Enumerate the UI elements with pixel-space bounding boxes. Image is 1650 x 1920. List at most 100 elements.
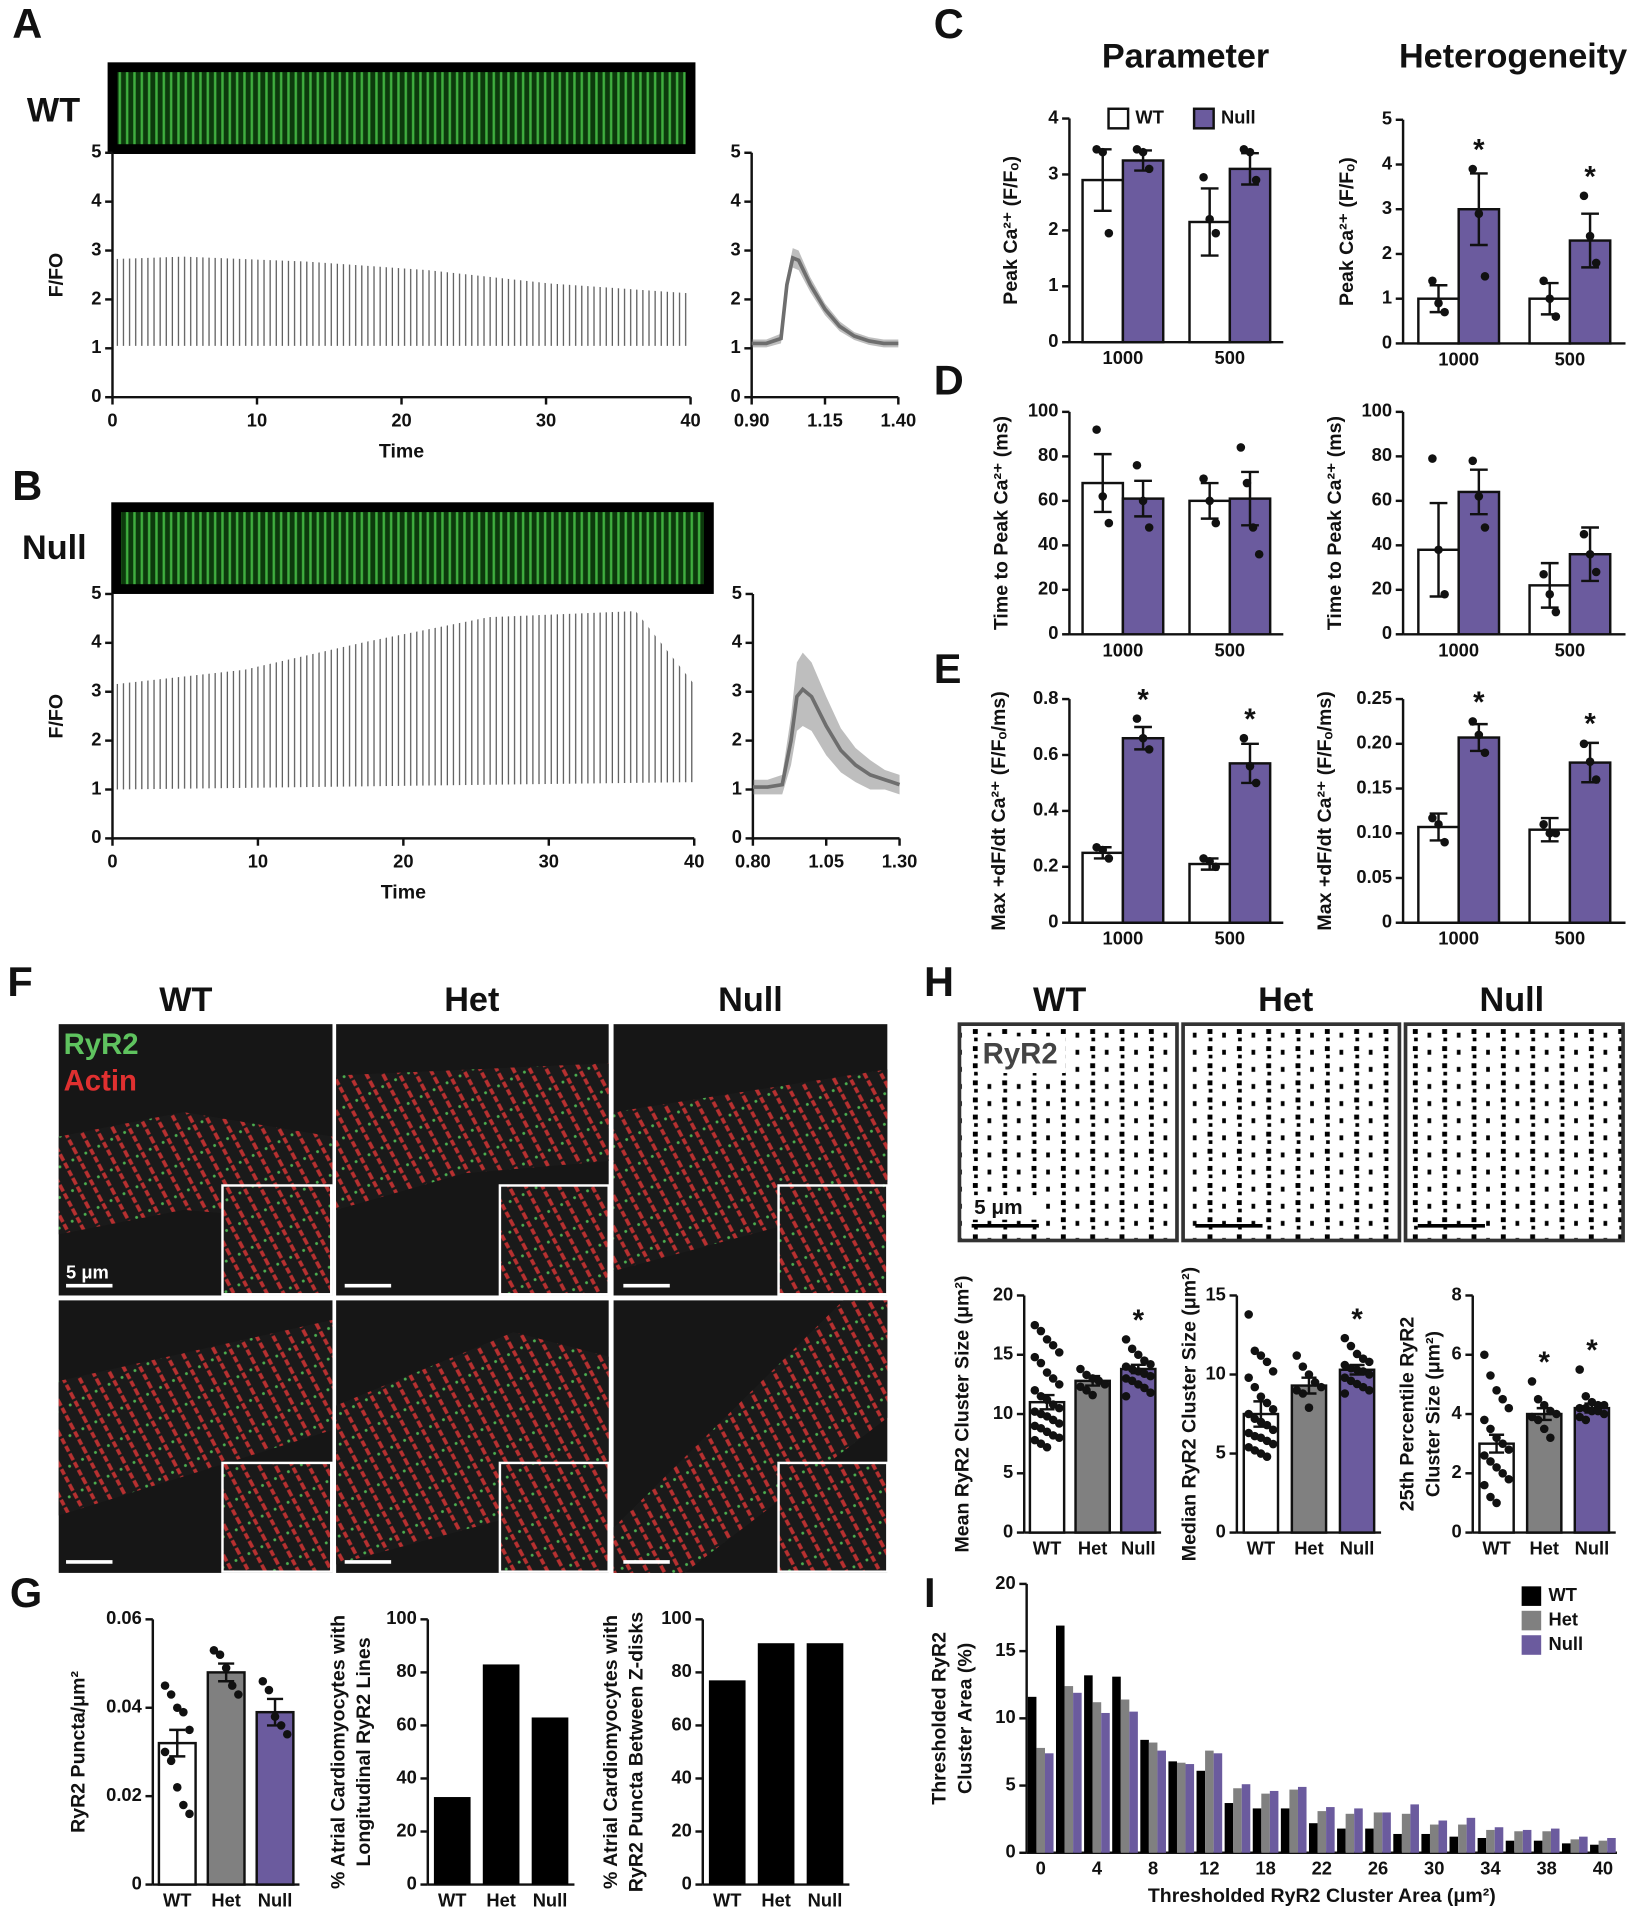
data-point [1256, 1392, 1266, 1401]
bar [1121, 736, 1165, 924]
bar [1410, 1804, 1419, 1853]
data-point [1104, 228, 1114, 238]
x-tick-label: 0 [107, 409, 117, 430]
y-tick-label: 100 [1361, 400, 1392, 421]
data-point [1581, 1415, 1591, 1425]
data-point [1579, 191, 1589, 201]
x-tick-label: 38 [1536, 1858, 1556, 1879]
bar [1568, 239, 1612, 345]
data-point [1474, 492, 1484, 501]
mean-trace [752, 686, 901, 789]
data-point [1100, 1380, 1110, 1389]
bar [1522, 1829, 1532, 1853]
bar [708, 1680, 746, 1885]
y-tick-label: 2 [91, 287, 101, 308]
column-header: Null [1480, 981, 1545, 1019]
data-point [209, 1646, 219, 1655]
data-point [1248, 523, 1258, 532]
data-point [215, 1650, 225, 1659]
error-bar [1469, 468, 1488, 516]
x-tick-label: 500 [1555, 348, 1586, 369]
y-tick-label: 4 [91, 189, 102, 210]
data-point [1492, 1498, 1501, 1508]
y-tick-label: 10 [993, 1402, 1013, 1423]
bar [1542, 1831, 1551, 1853]
data-point [1474, 209, 1484, 218]
column-header: Parameter [1102, 38, 1269, 76]
x-tick-label: 1.15 [807, 409, 843, 430]
data-point [1205, 214, 1214, 224]
data-point [1498, 1469, 1507, 1478]
y-tick-label: 0 [732, 826, 742, 847]
data-point [1364, 1357, 1374, 1367]
bar [1064, 1686, 1074, 1853]
inset [777, 1184, 889, 1296]
bar [1188, 499, 1232, 636]
data-point [1146, 1371, 1155, 1381]
y-axis-label: Mean RyR2 Cluster Size (μm²) [951, 1276, 973, 1553]
y-tick-label: 2 [730, 287, 740, 308]
y-tick-label: 15 [993, 1343, 1013, 1364]
data-point [1591, 567, 1601, 577]
data-point [1575, 1403, 1584, 1413]
significance-mark: * [1584, 708, 1596, 741]
data-point [1146, 1359, 1155, 1369]
data-point [1492, 1386, 1501, 1395]
raw-trace [112, 256, 691, 346]
y-tick-label: 2 [91, 728, 101, 749]
data-point [185, 1725, 194, 1735]
x-tick-label: WT [438, 1890, 466, 1911]
data-point [1298, 1389, 1308, 1398]
panel-label: C [934, 0, 964, 47]
y-tick-label: 0.20 [1356, 732, 1392, 753]
y-axis-label: Max +dF/dt Ca²⁺ (F/Fₒ/ms) [988, 691, 1010, 930]
y-tick-label: 2 [1382, 242, 1392, 263]
data-point [1498, 1394, 1507, 1404]
bar [1326, 1807, 1335, 1853]
line-scan-image [111, 502, 714, 594]
cell [613, 1300, 888, 1573]
column-header: Null [718, 981, 783, 1019]
inset [498, 1184, 610, 1296]
bar [1373, 1812, 1383, 1853]
y-axis-label: Longitudinal RyR2 Lines [353, 1637, 375, 1866]
y-tick-label: 20 [1038, 578, 1058, 599]
x-axis-label: Thresholded RyR2 Cluster Area (μm²) [1148, 1885, 1496, 1907]
bar [1561, 1843, 1571, 1853]
y-tick-label: 40 [1372, 533, 1392, 554]
data-point [179, 1800, 188, 1810]
data-point [1585, 231, 1595, 241]
data-point [1480, 1415, 1489, 1425]
x-tick-label: Het [1529, 1538, 1559, 1559]
data-point [1211, 228, 1221, 238]
data-point [1239, 733, 1249, 743]
y-axis-label: Peak Ca²⁺ (F/Fₒ) [1000, 156, 1022, 305]
data-point [1468, 456, 1478, 466]
data-point [1088, 1390, 1097, 1400]
raw-trace [113, 611, 695, 790]
data-point [1364, 1386, 1374, 1395]
x-tick-label: 0.90 [734, 409, 770, 430]
x-tick-label: 1000 [1438, 348, 1479, 369]
y-tick-label: 1 [91, 336, 101, 357]
data-point [1434, 820, 1443, 829]
x-tick-label: WT [1482, 1538, 1511, 1559]
bar [1228, 762, 1272, 924]
error-bar [1581, 212, 1599, 269]
y-tick-label: 5 [1216, 1441, 1226, 1462]
x-tick-label: Het [1078, 1538, 1108, 1559]
data-point [276, 1721, 286, 1730]
x-tick-label: WT [1247, 1538, 1276, 1559]
y-tick-label: 0 [1048, 622, 1058, 643]
bar [1533, 1840, 1543, 1853]
panel-label: D [934, 357, 964, 404]
data-point [282, 1729, 292, 1739]
x-tick-label: 34 [1480, 1858, 1501, 1879]
y-axis-label: Time to Peak Ca²⁺ (ms) [990, 416, 1012, 630]
bar [1458, 1824, 1467, 1853]
data-point [1492, 1463, 1501, 1472]
data-point [1036, 1326, 1046, 1336]
data-point [1262, 1357, 1272, 1367]
data-point [1539, 820, 1548, 829]
